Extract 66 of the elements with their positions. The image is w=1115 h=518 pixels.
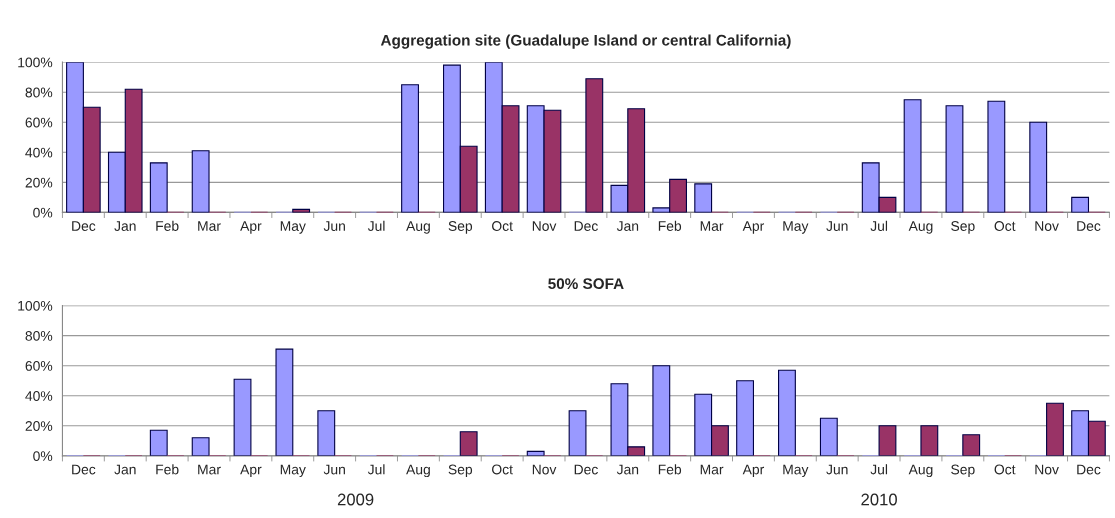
- y-tick-label: 80%: [25, 87, 53, 98]
- x-tick-label: Jan: [114, 221, 136, 231]
- x-tick-label: Jun: [826, 464, 848, 475]
- x-tick-label: Sep: [448, 464, 473, 478]
- x-tick-label: May: [280, 464, 306, 478]
- x-tick-label: Jun: [323, 464, 345, 475]
- x-tick-label: Mar: [700, 464, 724, 475]
- x-tick-label: Aug: [908, 221, 933, 234]
- x-tick-label: Dec: [72, 464, 96, 475]
- text: 2010: [861, 493, 897, 506]
- x-tick-label: Nov: [1035, 221, 1059, 231]
- x-tick-label: Oct: [492, 221, 513, 231]
- x-tick-label: Aug: [406, 221, 430, 234]
- x-tick-label: Dec: [1077, 221, 1101, 231]
- x-tick-label: Oct: [492, 464, 513, 475]
- x-tick-label: Jan: [114, 464, 136, 475]
- y-tick-label: 100%: [18, 57, 53, 68]
- x-tick-label: Apr: [240, 464, 262, 478]
- y-tick-label: 80%: [25, 330, 53, 341]
- x-tick-label: Nov: [1035, 464, 1059, 475]
- y-tick-label: 20%: [25, 177, 53, 188]
- x-tick-label: Dec: [72, 221, 96, 231]
- x-tick-label: Apr: [742, 464, 765, 478]
- x-tick-label: Jun: [323, 221, 345, 231]
- x-tick-label: Jan: [616, 464, 639, 475]
- x-tick-label: Dec: [574, 464, 598, 475]
- y-tick-label: 0%: [33, 207, 53, 218]
- x-tick-label: May: [783, 464, 809, 478]
- x-tick-label: Feb: [658, 220, 682, 231]
- x-tick-label: Sep: [951, 464, 975, 478]
- x-tick-label: Jan: [616, 221, 639, 231]
- x-tick-label: Feb: [156, 220, 179, 231]
- x-tick-label: Apr: [742, 221, 765, 234]
- y-tick-label: 100%: [18, 300, 53, 311]
- x-tick-label: Nov: [532, 221, 557, 231]
- x-tick-label: Dec: [574, 221, 598, 231]
- x-tick-label: Jul: [367, 464, 385, 475]
- x-tick-label: Oct: [994, 464, 1016, 475]
- y-tick-label: 40%: [25, 391, 53, 401]
- x-tick-label: Sep: [448, 221, 473, 234]
- x-tick-label: Feb: [658, 464, 682, 475]
- x-tick-label: Sep: [951, 221, 975, 234]
- x-tick-label: Apr: [240, 221, 262, 234]
- x-tick-label: Mar: [198, 221, 221, 231]
- x-tick-label: Jun: [826, 221, 848, 231]
- text: 2009: [337, 493, 374, 506]
- x-tick-label: Jul: [367, 220, 385, 231]
- x-tick-label: Nov: [532, 464, 557, 475]
- y-tick-label: 60%: [25, 117, 53, 128]
- x-tick-label: Mar: [198, 464, 221, 475]
- x-tick-label: Aug: [406, 464, 430, 478]
- x-tick-label: Oct: [994, 221, 1016, 231]
- x-tick-label: Dec: [1077, 464, 1101, 475]
- chart-title: 50% SOFA: [548, 278, 624, 290]
- x-tick-label: Jul: [870, 464, 888, 475]
- chart-title: Aggregation site (Guadalupe Island or central California): [380, 34, 791, 49]
- y-tick-label: 40%: [25, 147, 53, 158]
- x-tick-label: May: [280, 221, 306, 234]
- x-tick-label: Mar: [700, 221, 724, 231]
- x-tick-label: Aug: [908, 464, 933, 478]
- y-tick-label: 20%: [25, 421, 53, 431]
- x-tick-label: Feb: [156, 464, 179, 475]
- y-tick-label: 60%: [25, 361, 53, 371]
- y-tick-label: 0%: [33, 451, 53, 462]
- x-tick-label: May: [783, 221, 809, 234]
- x-tick-label: Jul: [870, 220, 888, 231]
